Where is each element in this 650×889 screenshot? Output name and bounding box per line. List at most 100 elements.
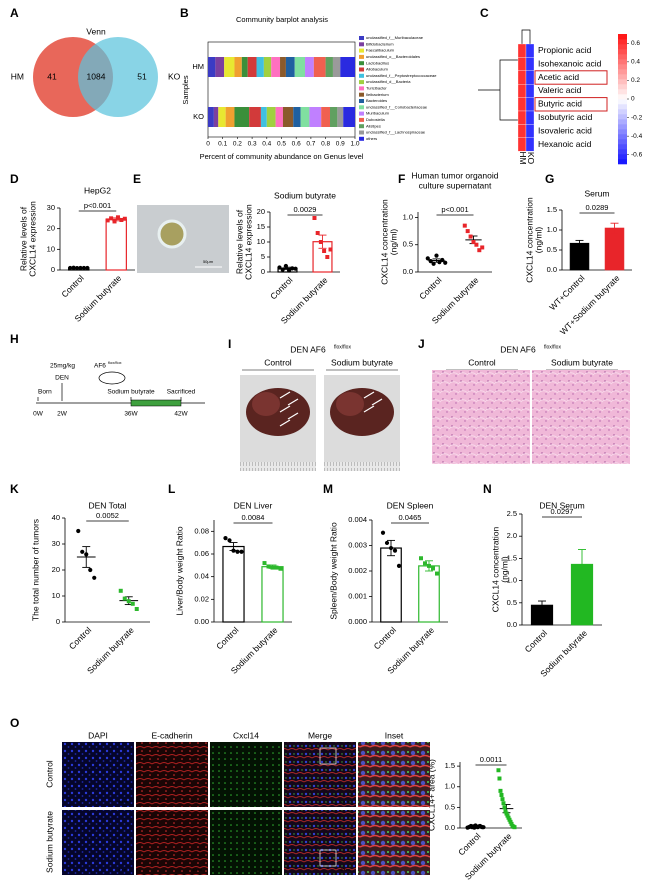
micrograph (62, 810, 134, 875)
y-tick-label: 0.04 (194, 572, 209, 581)
y-tick-label: HM (192, 62, 204, 71)
data-point (427, 563, 431, 568)
chart-title: DEN Total (88, 500, 126, 510)
legend-swatch (359, 117, 364, 122)
data-point (392, 548, 398, 553)
data-point (76, 528, 81, 534)
data-point (266, 564, 271, 569)
chart-title: DEN Serum (539, 500, 584, 510)
column-label: HM (518, 151, 528, 164)
bar (380, 547, 402, 623)
highlight-box (534, 97, 608, 112)
x-tick-label: Control (268, 275, 295, 302)
liver-lobe (336, 392, 364, 416)
colorbar-step (618, 84, 627, 90)
event-label: DEN (55, 375, 69, 382)
ruler (240, 462, 316, 471)
legend-swatch (359, 36, 364, 40)
y-tick-label: 2.5 (507, 509, 517, 518)
data-point (388, 545, 394, 551)
scale-label: 40um (118, 867, 129, 872)
group-label: Sodium butyrate (551, 357, 613, 367)
y-tick-label: 0.02 (194, 594, 209, 603)
colorbar-tick-label: -0.6 (631, 151, 643, 158)
legend-swatch (359, 130, 364, 135)
y-tick-label: 0.000 (348, 617, 367, 626)
panel-label: M (323, 482, 333, 496)
heatmap-cell (517, 57, 527, 71)
bar-segment (313, 57, 326, 77)
x-tick-label: 0.1 (218, 141, 227, 148)
data-point (290, 266, 295, 271)
micrograph (210, 742, 282, 807)
bar-segment (234, 57, 242, 77)
y-tick-label: 1.5 (547, 205, 557, 214)
bar-segment (271, 57, 281, 77)
dendrogram (478, 29, 531, 121)
data-point (498, 788, 503, 793)
bar-segment (275, 107, 283, 127)
legend-label: Alistipes (366, 123, 381, 128)
x-tick-label: Control (523, 628, 550, 655)
legend-swatch (359, 124, 364, 129)
y-axis-label: CXCL14 concentration (379, 199, 389, 285)
data-point (109, 216, 114, 221)
bar-segment (282, 107, 294, 127)
inset-box (319, 747, 337, 765)
p-value: 0.0011 (480, 755, 502, 764)
legend-swatch (359, 92, 364, 97)
panel-header: DEN AF6 (290, 344, 326, 354)
y-tick-label: 10 (47, 244, 55, 253)
row-label: Hexanoic acid (538, 139, 592, 149)
colorbar-step (618, 104, 627, 110)
data-point (509, 821, 514, 826)
y-axis-label: The total number of tumors (30, 519, 40, 621)
colorbar-step (618, 99, 627, 105)
y-tick-label: 20 (47, 224, 55, 233)
group-label: Sodium butyrate (44, 811, 54, 873)
chart-title: HepG2 (84, 185, 111, 195)
histology-image (532, 370, 630, 464)
scale-label: 40um (340, 799, 351, 804)
y-tick-label: 0.08 (194, 526, 209, 535)
y-tick-label: 0.002 (348, 566, 367, 575)
data-point (68, 265, 73, 271)
data-point (84, 552, 89, 557)
x-tick-label: 0.3 (248, 141, 257, 148)
colorbar-step (618, 109, 627, 115)
micrograph (358, 810, 430, 875)
y-tick-label: 10 (257, 237, 265, 246)
p-value: p<0.001 (441, 205, 468, 214)
chart-title: DEN Spleen (387, 500, 434, 510)
tumor-arrow (287, 412, 299, 420)
legend-swatch (359, 80, 364, 85)
data-point (497, 776, 502, 781)
data-point (312, 216, 317, 220)
data-point (428, 258, 433, 264)
data-point (440, 257, 445, 263)
data-point (322, 249, 327, 253)
chart-title: Serum (584, 188, 609, 198)
channel-label: Inset (385, 730, 404, 740)
data-point (481, 825, 486, 830)
y-tick-label: 20 (52, 565, 60, 574)
x-tick-label: Control (67, 625, 94, 652)
y-tick-label: 1.0 (403, 212, 413, 221)
legend-swatch (359, 61, 364, 66)
y-tick-label: 0 (51, 265, 55, 274)
x-tick-label: 0.4 (262, 141, 271, 148)
bar (105, 218, 127, 271)
data-point (74, 266, 80, 271)
data-point (278, 566, 283, 571)
p-value: p<0.001 (84, 201, 111, 210)
panel-label: D (10, 172, 19, 186)
row-label: Valeric acid (538, 85, 582, 95)
micrograph (136, 810, 208, 875)
tumor-arrow (363, 405, 375, 413)
micrograph (358, 742, 430, 807)
venn-set (78, 37, 158, 117)
data-point (500, 797, 505, 802)
scale-label: 50μm (203, 259, 214, 264)
legend-label: unclassified_d__Bacteria (366, 79, 411, 84)
